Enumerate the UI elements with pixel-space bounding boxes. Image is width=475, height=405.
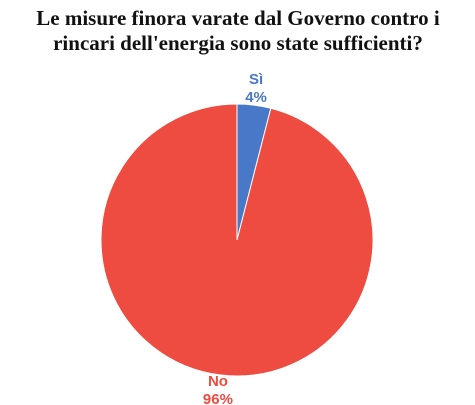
chart-title: Le misure finora varate dal Governo cont… — [36, 6, 440, 55]
slice-value-label: 96% — [203, 391, 233, 405]
pie-slice — [100, 103, 374, 377]
slice-category-label: No — [208, 373, 228, 390]
slice-value-label: 4% — [245, 89, 267, 106]
slice-category-label: Sì — [249, 71, 263, 88]
